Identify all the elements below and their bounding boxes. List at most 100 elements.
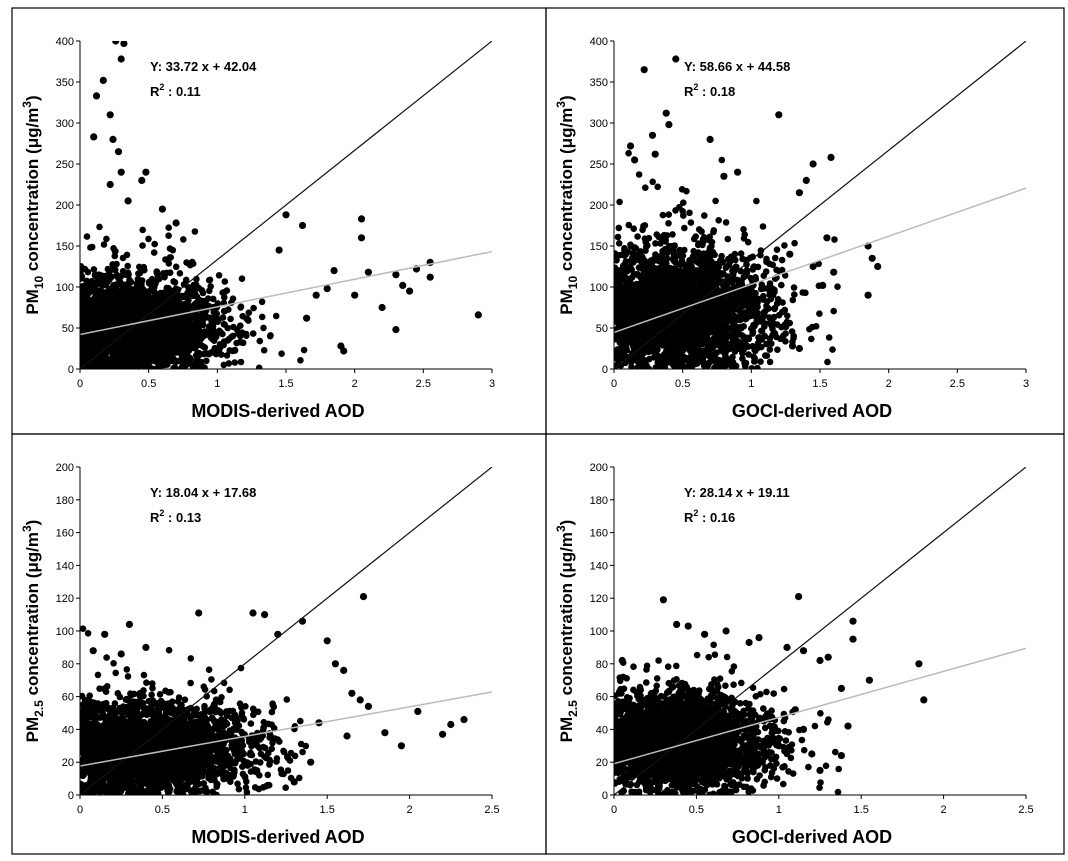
data-point [681,247,688,254]
regression-equation: Y: 33.72 x + 42.04 [150,59,257,74]
data-point [282,211,289,218]
panel-border [12,8,546,434]
data-point [679,208,686,215]
data-point [701,212,708,219]
data-point [358,215,365,222]
data-point [80,294,87,301]
data-point [741,231,748,238]
data-point [753,198,760,205]
data-point [299,222,306,229]
data-point [112,292,119,299]
data-point [126,292,133,299]
data-point [201,301,208,308]
data-point [743,342,750,349]
data-point [225,306,232,313]
data-point [110,336,117,343]
data-point [230,295,237,302]
data-point [128,343,135,350]
data-point [179,353,186,360]
data-point [297,357,304,364]
data-point [112,286,119,293]
data-point [705,362,712,369]
data-point [94,298,101,305]
data-point [826,334,833,341]
data-point [120,283,127,290]
data-point [80,354,87,361]
scatter-points [77,37,482,372]
data-point [120,337,127,344]
data-point [791,291,798,298]
data-point [772,255,779,262]
x-axis-label: MODIS-derived AOD [191,401,364,421]
data-point [139,227,146,234]
data-point [112,267,119,274]
data-point [726,262,733,269]
data-point [167,269,174,276]
data-point [169,333,176,340]
data-point [816,310,823,317]
data-point [399,282,406,289]
data-point [406,288,413,295]
data-point [92,347,99,354]
data-point [102,321,109,328]
data-point [688,219,695,226]
data-point [829,346,836,353]
data-point [83,302,90,309]
data-point [392,326,399,333]
one-to-one-line [80,41,492,369]
scatter-points [611,55,882,372]
data-point [192,228,199,235]
x-tick-label: 0 [77,378,83,390]
data-point [144,289,151,296]
data-point [714,331,721,338]
data-point [635,303,642,310]
data-point [146,280,153,287]
data-point [145,236,152,243]
data-point [246,309,253,316]
data-point [83,282,90,289]
y-tick-label: 400 [56,36,74,48]
data-point [100,77,107,84]
data-point [665,220,672,227]
data-point [224,352,231,359]
data-point [831,236,838,243]
data-point [228,334,235,341]
data-point [112,37,119,44]
data-point [245,316,252,323]
data-point [475,311,482,318]
data-point [115,148,122,155]
data-point [150,348,157,355]
data-point [183,259,190,266]
data-point [157,351,164,358]
data-point [99,305,106,312]
data-point [621,274,628,281]
data-point [757,358,764,365]
data-point [791,240,798,247]
data-point [762,352,769,359]
data-point [142,328,149,335]
data-point [128,279,135,286]
data-point [176,304,183,311]
y-label-end: ) [23,95,42,101]
data-point [230,324,237,331]
data-point [107,181,114,188]
r-squared-annotation: R2 : 0.11 [150,82,201,99]
data-point [170,247,177,254]
data-point [84,233,91,240]
data-point [720,259,727,266]
data-point [779,257,786,264]
data-point [135,357,142,364]
data-point [761,312,768,319]
data-point [261,347,268,354]
data-point [790,335,797,342]
data-point [134,349,141,356]
data-point [238,339,245,346]
data-point [711,227,718,234]
data-point [698,228,705,235]
data-point [256,365,263,372]
data-point [118,355,125,362]
data-point [165,224,172,231]
data-point [200,317,207,324]
